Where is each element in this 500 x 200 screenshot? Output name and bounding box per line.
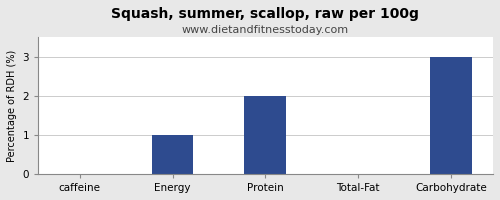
- Bar: [152, 135, 194, 174]
- Title: Squash, summer, scallop, raw per 100g: Squash, summer, scallop, raw per 100g: [112, 7, 420, 21]
- Y-axis label: Percentage of RDH (%): Percentage of RDH (%): [7, 50, 17, 162]
- Text: www.dietandfitnesstoday.com: www.dietandfitnesstoday.com: [182, 25, 349, 35]
- Bar: [244, 96, 286, 174]
- Bar: [430, 57, 472, 174]
